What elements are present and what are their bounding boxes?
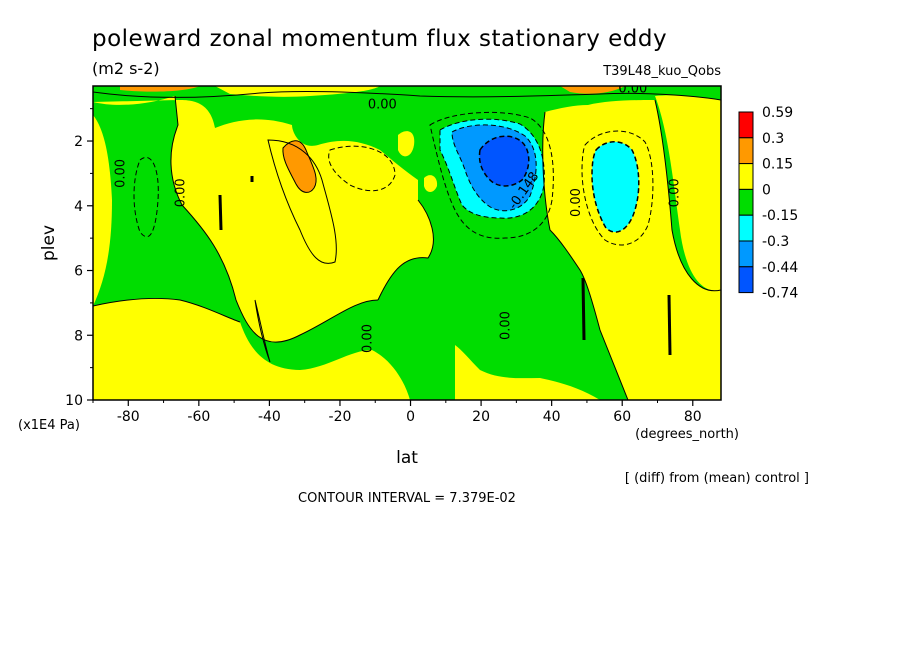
contour-label: 0.00 (668, 178, 683, 207)
colorbar-label: 0.59 (762, 105, 793, 121)
top-orange-left (120, 86, 200, 92)
colorbar-label: -0.44 (762, 260, 798, 276)
contour-sh-inner (267, 139, 337, 264)
x-tick-label: 60 (613, 409, 631, 425)
zero-contour-sh-left (170, 95, 379, 343)
contour-label: 0.00 (361, 324, 376, 353)
colorbar-swatch (738, 111, 754, 139)
x-tick-label: 0 (406, 409, 415, 425)
colorbar-label: -0.15 (762, 208, 798, 224)
colorbar-label: 0.3 (762, 131, 784, 147)
contour-label: 0.00 (368, 98, 397, 113)
x-axis-units: (degrees_north) (635, 427, 739, 442)
x-tick-label: -40 (258, 409, 281, 425)
dashed-contour-nh (581, 130, 654, 246)
y-tick-label: 4 (74, 199, 83, 215)
colorbar-label: 0 (762, 182, 771, 198)
thick-segment-3 (218, 194, 223, 231)
x-axis: -80 -60 -40 -20 0 20 40 60 80 (92, 400, 702, 425)
colorbar-label: -0.74 (762, 286, 798, 302)
y-tick-label: 10 (65, 393, 83, 409)
positive-region-south-left (93, 115, 112, 306)
colorbar-swatch (738, 240, 754, 268)
x-tick-label: 40 (543, 409, 561, 425)
contour-sh-small (254, 299, 271, 363)
dashed-contour-sh (133, 157, 159, 238)
x-tick-label: 20 (472, 409, 490, 425)
positive-region-sh (93, 96, 434, 343)
positive-region-nh-mid (542, 100, 721, 400)
colorbar-swatch (738, 163, 754, 190)
thick-segment-1 (581, 277, 586, 341)
zero-contour-nh-pole (654, 99, 721, 292)
zero-contour-top (93, 91, 721, 101)
chart-units: (m2 s-2) (92, 59, 160, 78)
dashed-contour-mid (328, 145, 396, 192)
y-tick-label: 6 (74, 264, 83, 280)
thick-segment-2 (667, 294, 672, 356)
colorbar-swatch (738, 266, 754, 294)
plot-border (92, 85, 722, 401)
negative-region-core-1 (478, 135, 530, 187)
colorbar-swatch (738, 214, 754, 242)
y-tick-label: 2 (74, 134, 83, 150)
positive-region-south-lower (93, 298, 410, 400)
y-axis-units: (x1E4 Pa) (18, 418, 80, 433)
contour-interval: CONTOUR INTERVAL = 7.379E-02 (298, 491, 516, 506)
diff-note: [ (diff) from (mean) control ] (625, 471, 809, 486)
x-tick-label: 80 (684, 409, 702, 425)
chart-title: poleward zonal momentum flux stationary … (92, 26, 667, 52)
zero-contour-nh (542, 111, 629, 400)
positive-region-nh-pole (655, 95, 721, 291)
contour-label: 0.00 (569, 188, 584, 217)
zero-contour-lower (93, 297, 241, 323)
positive-island-2 (424, 175, 438, 192)
colorbar-label: 0.15 (762, 157, 793, 173)
thick-segments (218, 176, 672, 356)
positive-island-1 (398, 131, 415, 157)
contour-label: 0.00 (174, 178, 189, 207)
x-axis-label: lat (396, 448, 418, 468)
y-tick-label: 8 (74, 328, 83, 344)
plot-area: 0.000.000.000.00 0.000.00 0.000.00-0.148 (93, 81, 721, 400)
contour-label: 0.00 (114, 159, 129, 188)
dashed-contours (133, 111, 654, 246)
contour-label: 0.00 (618, 81, 647, 96)
colorbar-swatch (738, 188, 754, 216)
zero-contour-sh-mid (377, 199, 434, 301)
experiment-label: T39L48_kuo_Qobs (602, 64, 721, 79)
y-axis-label: plev (39, 225, 59, 261)
positive-region-equator-right (455, 345, 600, 400)
colorbar: 0.59 0.3 0.15 0 -0.15 -0.3 -0.44 -0.74 (738, 105, 798, 302)
dashed-contour-equator (429, 111, 554, 239)
positive-core-orange (282, 140, 317, 193)
x-tick-label: -60 (187, 409, 210, 425)
contour-lines (93, 91, 721, 400)
x-tick-label: -80 (117, 409, 140, 425)
colorbar-swatch (738, 137, 754, 165)
contour-label: 0.00 (498, 311, 513, 340)
top-orange-right (560, 86, 625, 94)
colorbar-label: -0.3 (762, 234, 789, 250)
negative-region-cyan-2 (591, 141, 640, 233)
y-axis: 2 4 6 8 10 (65, 108, 93, 409)
x-tick-label: -20 (329, 409, 352, 425)
